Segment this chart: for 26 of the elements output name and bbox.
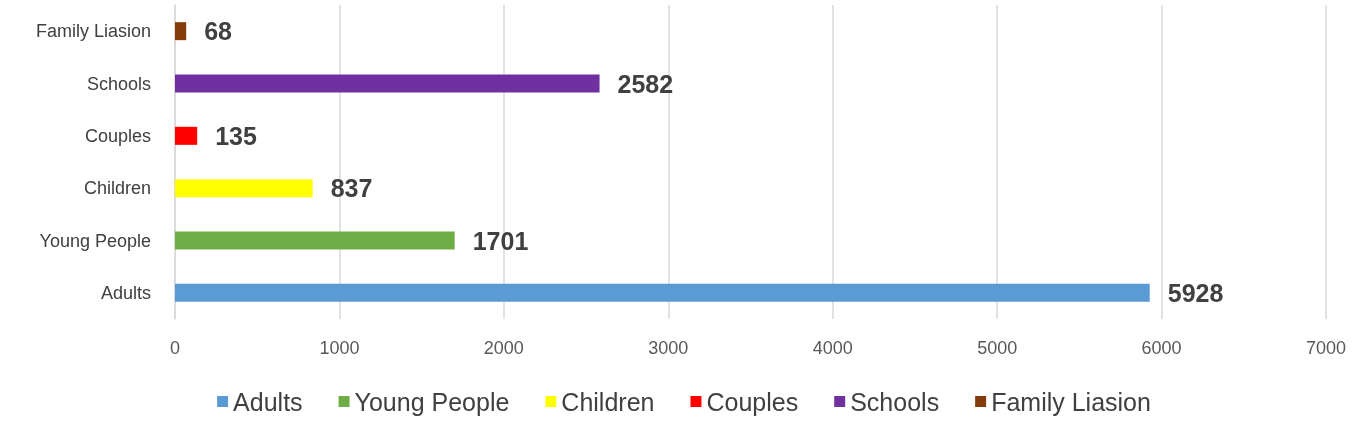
legend-label: Schools [850,387,940,416]
data-label: 68 [204,17,233,46]
x-tick-label: 5000 [977,338,1018,358]
x-tick-label: 1000 [319,338,360,358]
legend-label: Family Liasion [991,387,1151,416]
y-tick-label: Couples [84,125,151,146]
legend-label: Young People [354,387,510,416]
y-tick-label: Family Liasion [35,21,151,42]
data-label: 837 [330,174,373,203]
data-label: 5928 [1167,278,1224,307]
x-tick-label: 7000 [1305,338,1347,358]
data-label: 1701 [472,226,529,255]
y-tick-label: Children [83,178,151,199]
x-tick-label: 2000 [483,338,524,358]
data-label: 2582 [617,69,674,98]
y-tick-label: Adults [100,282,151,303]
legend-label: Couples [706,387,799,416]
x-tick-label: 4000 [812,338,853,358]
x-tick-label: 6000 [1141,338,1182,358]
legend-label: Children [561,387,655,416]
y-tick-label: Schools [86,73,151,94]
data-label: 135 [215,121,258,150]
y-tick-label: Young People [39,230,151,251]
legend-label: Adults [233,387,303,416]
x-tick-label: 0 [169,338,181,358]
x-tick-label: 3000 [648,338,689,358]
